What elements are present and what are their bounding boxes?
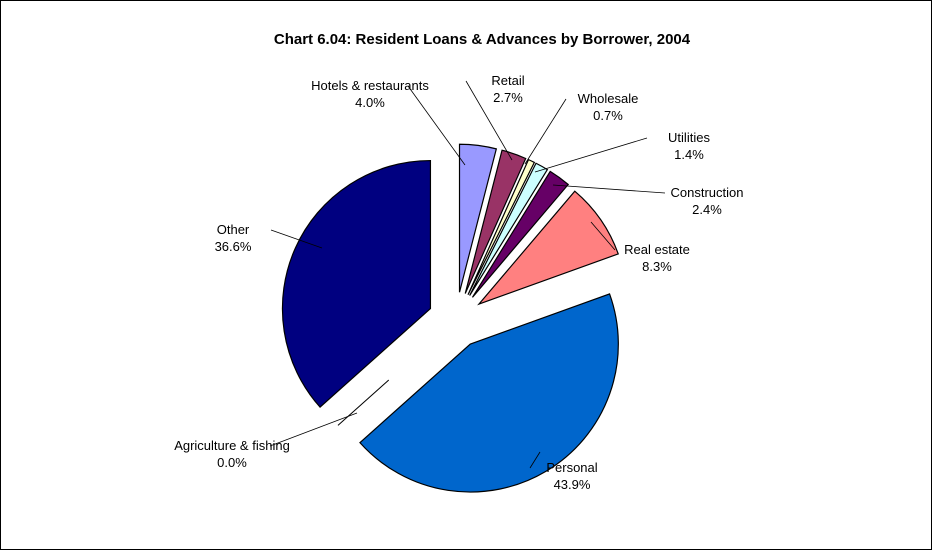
label-value-personal: 43.9% bbox=[554, 477, 591, 492]
leader-construction bbox=[552, 184, 666, 194]
leader-wholesale bbox=[524, 98, 567, 165]
slice-labels: Hotels & restaurants 4.0% Retail 2.7% Wholes… bbox=[174, 73, 743, 492]
label-value-utilities: 1.4% bbox=[674, 147, 704, 162]
label-name-hotels-restaurants: Hotels & restaurants bbox=[311, 78, 429, 93]
chart-title: Chart 6.04: Resident Loans & Advances by… bbox=[274, 31, 691, 48]
leader-agriculture-fishing bbox=[269, 412, 358, 447]
leader-hotels-restaurants bbox=[407, 85, 466, 166]
slice-real-estate bbox=[477, 190, 620, 306]
leader-lines bbox=[269, 80, 666, 469]
label-name-real-estate: Real estate bbox=[624, 242, 690, 257]
slice-agriculture-fishing bbox=[337, 379, 390, 426]
label-name-personal: Personal bbox=[546, 460, 597, 475]
label-name-other: Other bbox=[217, 222, 250, 237]
label-value-other: 36.6% bbox=[215, 239, 252, 254]
label-name-construction: Construction bbox=[671, 185, 744, 200]
label-value-real-estate: 8.3% bbox=[642, 259, 672, 274]
leader-personal bbox=[529, 451, 541, 469]
label-value-hotels-restaurants: 4.0% bbox=[355, 95, 385, 110]
slice-wholesale bbox=[467, 158, 536, 295]
label-name-retail: Retail bbox=[491, 73, 524, 88]
slice-other bbox=[281, 159, 432, 408]
label-name-utilities: Utilities bbox=[668, 130, 710, 145]
leader-other bbox=[270, 229, 323, 249]
leader-real-estate bbox=[590, 221, 616, 251]
label-value-retail: 2.7% bbox=[493, 90, 523, 105]
label-value-wholesale: 0.7% bbox=[593, 108, 623, 123]
slice-retail bbox=[464, 149, 527, 294]
label-name-agriculture-fishing: Agriculture & fishing bbox=[174, 438, 290, 453]
leader-retail bbox=[465, 80, 513, 161]
pie-slices bbox=[281, 143, 620, 493]
slice-utilities bbox=[469, 162, 549, 296]
slice-hotels-restaurants bbox=[458, 143, 498, 293]
label-value-construction: 2.4% bbox=[692, 202, 722, 217]
label-value-agriculture-fishing: 0.0% bbox=[217, 455, 247, 470]
slice-construction bbox=[471, 170, 570, 298]
label-name-wholesale: Wholesale bbox=[578, 91, 639, 106]
slice-personal bbox=[359, 293, 619, 493]
leader-utilities bbox=[534, 137, 648, 173]
